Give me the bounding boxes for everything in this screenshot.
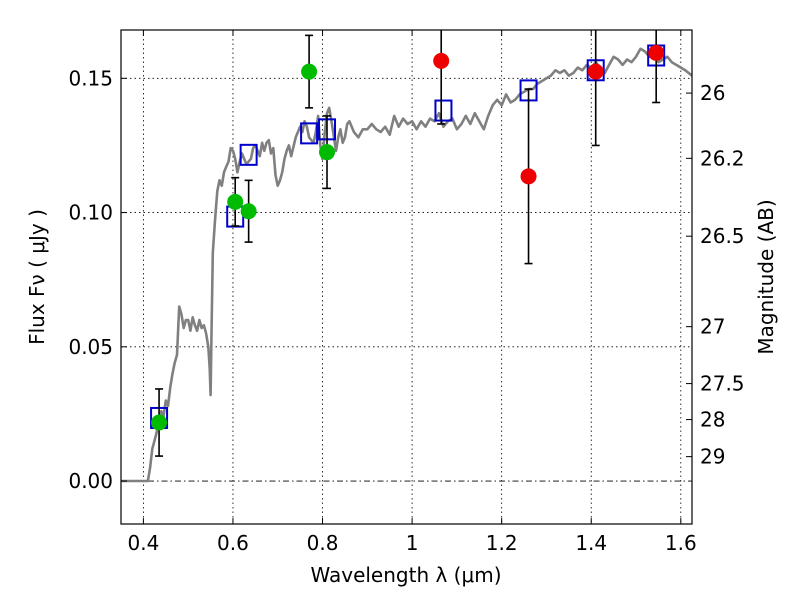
y-tick-label: 0.00	[68, 469, 113, 493]
y-tick-label: 0.10	[68, 201, 113, 225]
model-flux-square	[434, 99, 453, 122]
right-tick-label: 27	[700, 315, 725, 339]
right-tick-label: 29	[700, 445, 725, 469]
observed-flux-point	[433, 52, 450, 69]
axis-ticks: 0.4 0.6 0.8 1 1.2 1.4 1.6 0.00 0.05 0.10 0.15 26 26.…	[68, 30, 745, 555]
right-tick-label: 26.2	[700, 146, 745, 170]
observed-flux-point	[520, 168, 537, 185]
data-layer	[121, 30, 692, 483]
model-spectrum-line	[121, 47, 692, 483]
x-tick-label: 0.6	[217, 531, 249, 555]
right-tick-label: 26	[700, 81, 725, 105]
model-flux-square	[239, 143, 258, 166]
observed-flux-point	[240, 203, 257, 220]
y-tick-label: 0.05	[68, 335, 113, 359]
axes-frame	[120, 29, 693, 525]
y-axis-label-right: Magnitude (AB)	[754, 199, 778, 354]
plot-area	[121, 30, 692, 483]
x-tick-label: 0.8	[307, 531, 339, 555]
observed-flux-point	[319, 144, 336, 161]
x-axis-label: Wavelength λ (μm)	[310, 563, 501, 587]
right-tick-label: 26.5	[700, 224, 745, 248]
y-axis-label: Flux Fν ( μJy )	[25, 209, 49, 345]
model-flux-square	[300, 122, 319, 145]
x-tick-label: 1.6	[665, 531, 697, 555]
x-tick-label: 1.2	[486, 531, 518, 555]
observed-flux-point	[301, 63, 318, 80]
observed-flux-point	[587, 63, 604, 80]
observed-flux-point	[227, 193, 244, 210]
right-tick-label: 27.5	[700, 372, 745, 396]
right-tick-label: 28	[700, 408, 725, 432]
observed-flux-point	[648, 44, 665, 61]
x-tick-label: 1.4	[575, 531, 607, 555]
observed-flux-point	[151, 414, 168, 431]
x-tick-label: 0.4	[127, 531, 159, 555]
x-tick-label: 1	[406, 531, 419, 555]
y-tick-label: 0.15	[68, 66, 113, 90]
